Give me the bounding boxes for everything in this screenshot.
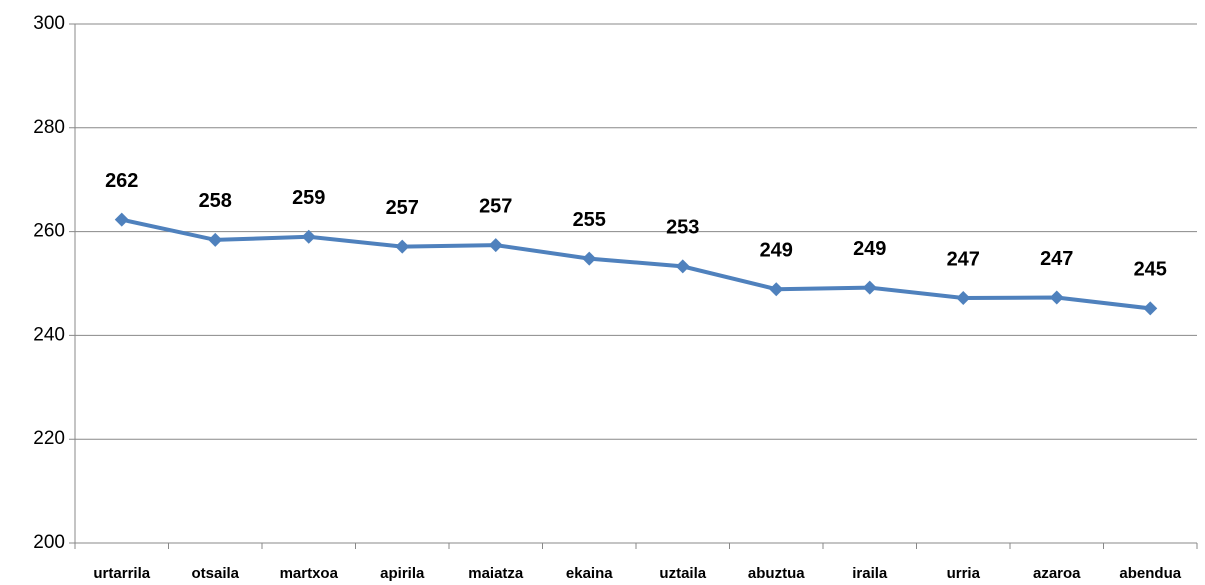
data-label: 257 xyxy=(386,197,419,219)
data-label: 253 xyxy=(666,217,699,239)
x-tick-label: abendua xyxy=(1119,565,1181,582)
x-tick-label: uztaila xyxy=(659,565,706,582)
y-tick-label: 220 xyxy=(33,428,65,449)
marker xyxy=(675,259,690,274)
x-tick-label: apirila xyxy=(380,565,425,582)
marker xyxy=(769,282,784,297)
x-tick-label: urtarrila xyxy=(93,565,150,582)
y-tick-label: 240 xyxy=(33,324,65,345)
data-label: 262 xyxy=(105,170,138,192)
marker xyxy=(956,291,971,306)
marker xyxy=(1049,290,1064,305)
marker xyxy=(395,239,410,254)
x-tick-label: iraila xyxy=(852,565,888,582)
y-tick-label: 280 xyxy=(33,117,65,138)
marker xyxy=(582,251,597,266)
marker xyxy=(114,212,129,227)
data-label: 258 xyxy=(199,190,232,212)
data-label: 255 xyxy=(573,209,606,231)
x-tick-label: martxoa xyxy=(280,565,339,582)
marker xyxy=(301,229,316,244)
x-tick-label: abuztua xyxy=(748,565,805,582)
marker xyxy=(1143,301,1158,316)
data-label: 245 xyxy=(1134,259,1167,281)
y-tick-label: 200 xyxy=(33,532,65,553)
x-tick-label: otsaila xyxy=(191,565,239,582)
x-tick-label: azaroa xyxy=(1033,565,1081,582)
data-label: 249 xyxy=(760,239,793,261)
data-label: 257 xyxy=(479,195,512,217)
data-label: 247 xyxy=(1040,248,1073,270)
x-tick-label: maiatza xyxy=(468,565,524,582)
data-label: 259 xyxy=(292,187,325,209)
marker xyxy=(488,238,503,253)
data-label: 247 xyxy=(947,248,980,270)
x-tick-label: urria xyxy=(947,565,981,582)
line xyxy=(121,217,1151,311)
data-label: 249 xyxy=(853,238,886,260)
y-tick-label: 260 xyxy=(33,221,65,242)
marker xyxy=(862,280,877,295)
y-tick-label: 300 xyxy=(33,13,65,34)
x-tick-label: ekaina xyxy=(566,565,613,582)
marker xyxy=(208,232,223,247)
